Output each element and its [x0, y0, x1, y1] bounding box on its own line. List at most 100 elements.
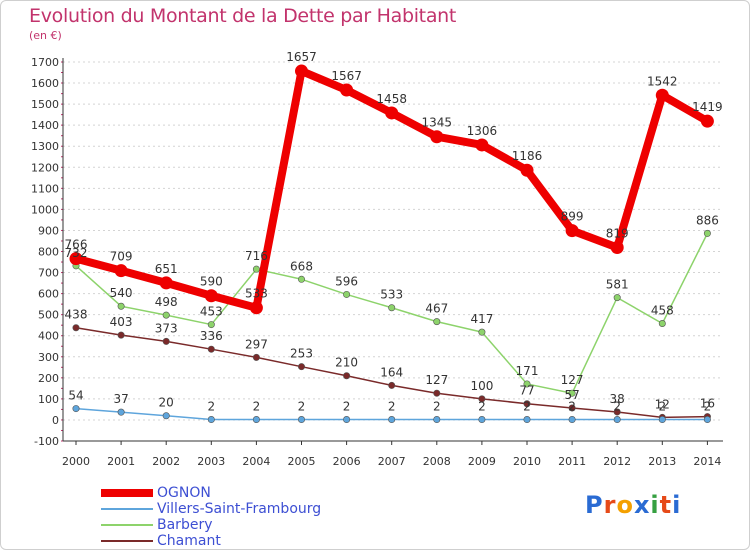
legend-item: OGNON — [101, 485, 401, 501]
y-tick-label: 600 — [38, 288, 59, 301]
legend-swatch — [101, 489, 153, 497]
data-label: 164 — [380, 365, 403, 379]
legend-item: Chamant — [101, 533, 401, 549]
data-label: 590 — [200, 275, 223, 289]
legend-swatch — [101, 540, 153, 542]
data-label: 1345 — [422, 116, 453, 130]
data-point — [703, 416, 711, 424]
data-point — [114, 264, 128, 278]
y-tick-label: 1200 — [31, 161, 59, 174]
y-tick-label: 900 — [38, 224, 59, 237]
data-label: 886 — [696, 213, 719, 227]
x-tick-label: 2006 — [333, 455, 361, 468]
data-label: 37 — [113, 392, 128, 406]
x-tick-label: 2003 — [197, 455, 225, 468]
data-label: 709 — [110, 250, 133, 264]
data-point — [520, 163, 534, 177]
y-tick-label: 300 — [38, 351, 59, 364]
data-point — [658, 416, 666, 424]
data-point — [295, 64, 308, 78]
data-point — [385, 106, 399, 120]
data-point — [72, 405, 80, 413]
y-tick-label: 700 — [38, 267, 59, 280]
legend-label: Chamant — [157, 533, 221, 549]
data-label: 1542 — [647, 74, 678, 88]
legend-item: Barbery — [101, 517, 401, 533]
data-label: 12 — [655, 397, 670, 411]
data-point — [117, 331, 125, 339]
data-label: 1419 — [692, 100, 723, 114]
data-label: 2 — [478, 400, 486, 414]
data-label: 533 — [380, 288, 403, 302]
data-point — [252, 353, 260, 361]
data-point — [162, 311, 170, 319]
data-point — [207, 345, 215, 353]
data-label: 716 — [245, 249, 268, 263]
chart-unit-label: (en €) — [29, 29, 62, 42]
x-tick-label: 2000 — [62, 455, 90, 468]
data-point — [204, 289, 218, 303]
data-label: 57 — [564, 388, 579, 402]
data-point — [297, 275, 305, 283]
data-point — [343, 372, 351, 380]
data-point — [478, 395, 486, 403]
data-point — [388, 304, 396, 312]
data-label: 540 — [110, 286, 133, 300]
x-tick-label: 2014 — [693, 455, 721, 468]
y-tick-label: 0 — [52, 414, 59, 427]
data-label: 1306 — [467, 124, 498, 138]
data-label: 2 — [207, 400, 215, 414]
data-label: 1567 — [331, 69, 362, 83]
data-label: 453 — [200, 305, 223, 319]
data-point — [388, 416, 396, 424]
data-label: 2 — [253, 400, 261, 414]
data-point — [523, 400, 531, 408]
chart-title: Evolution du Montant de la Dette par Hab… — [29, 5, 457, 27]
y-tick-label: 100 — [38, 393, 59, 406]
data-point — [523, 380, 531, 388]
data-point — [297, 363, 305, 371]
data-point — [568, 389, 576, 397]
data-point — [613, 294, 621, 302]
data-point — [162, 412, 170, 420]
data-label: 210 — [335, 356, 358, 370]
x-tick-label: 2002 — [152, 455, 180, 468]
data-point — [207, 321, 215, 329]
data-point — [159, 276, 173, 290]
data-point — [610, 240, 624, 254]
data-label: 2 — [388, 400, 396, 414]
legend-label: Villers-Saint-Frambourg — [157, 501, 322, 517]
data-point — [475, 138, 489, 152]
data-label: 581 — [606, 278, 629, 292]
data-point — [430, 130, 444, 144]
data-label: 2 — [298, 400, 306, 414]
data-label: 651 — [155, 262, 178, 276]
data-label: 2 — [523, 400, 531, 414]
data-point — [207, 416, 215, 424]
data-label: 373 — [155, 321, 178, 335]
x-tick-label: 2001 — [107, 455, 135, 468]
data-label: 819 — [606, 226, 629, 240]
data-point — [523, 416, 531, 424]
data-point — [69, 252, 83, 266]
data-label: 533 — [245, 287, 268, 301]
x-tick-label: 2012 — [603, 455, 631, 468]
data-point — [433, 318, 441, 326]
data-point — [568, 404, 576, 412]
data-label: 899 — [561, 210, 584, 224]
x-tick-label: 2011 — [558, 455, 586, 468]
data-label: 766 — [65, 238, 88, 252]
data-point — [658, 320, 666, 328]
proxiti-logo: Proxiti — [585, 491, 682, 519]
data-point — [343, 416, 351, 424]
y-tick-label: 1000 — [31, 203, 59, 216]
y-tick-label: 200 — [38, 372, 59, 385]
y-tick-label: 1300 — [31, 140, 59, 153]
data-label: 498 — [155, 295, 178, 309]
data-label: 1458 — [376, 92, 407, 106]
data-label: 2 — [658, 400, 666, 414]
data-label: 336 — [200, 329, 223, 343]
data-point — [433, 389, 441, 397]
